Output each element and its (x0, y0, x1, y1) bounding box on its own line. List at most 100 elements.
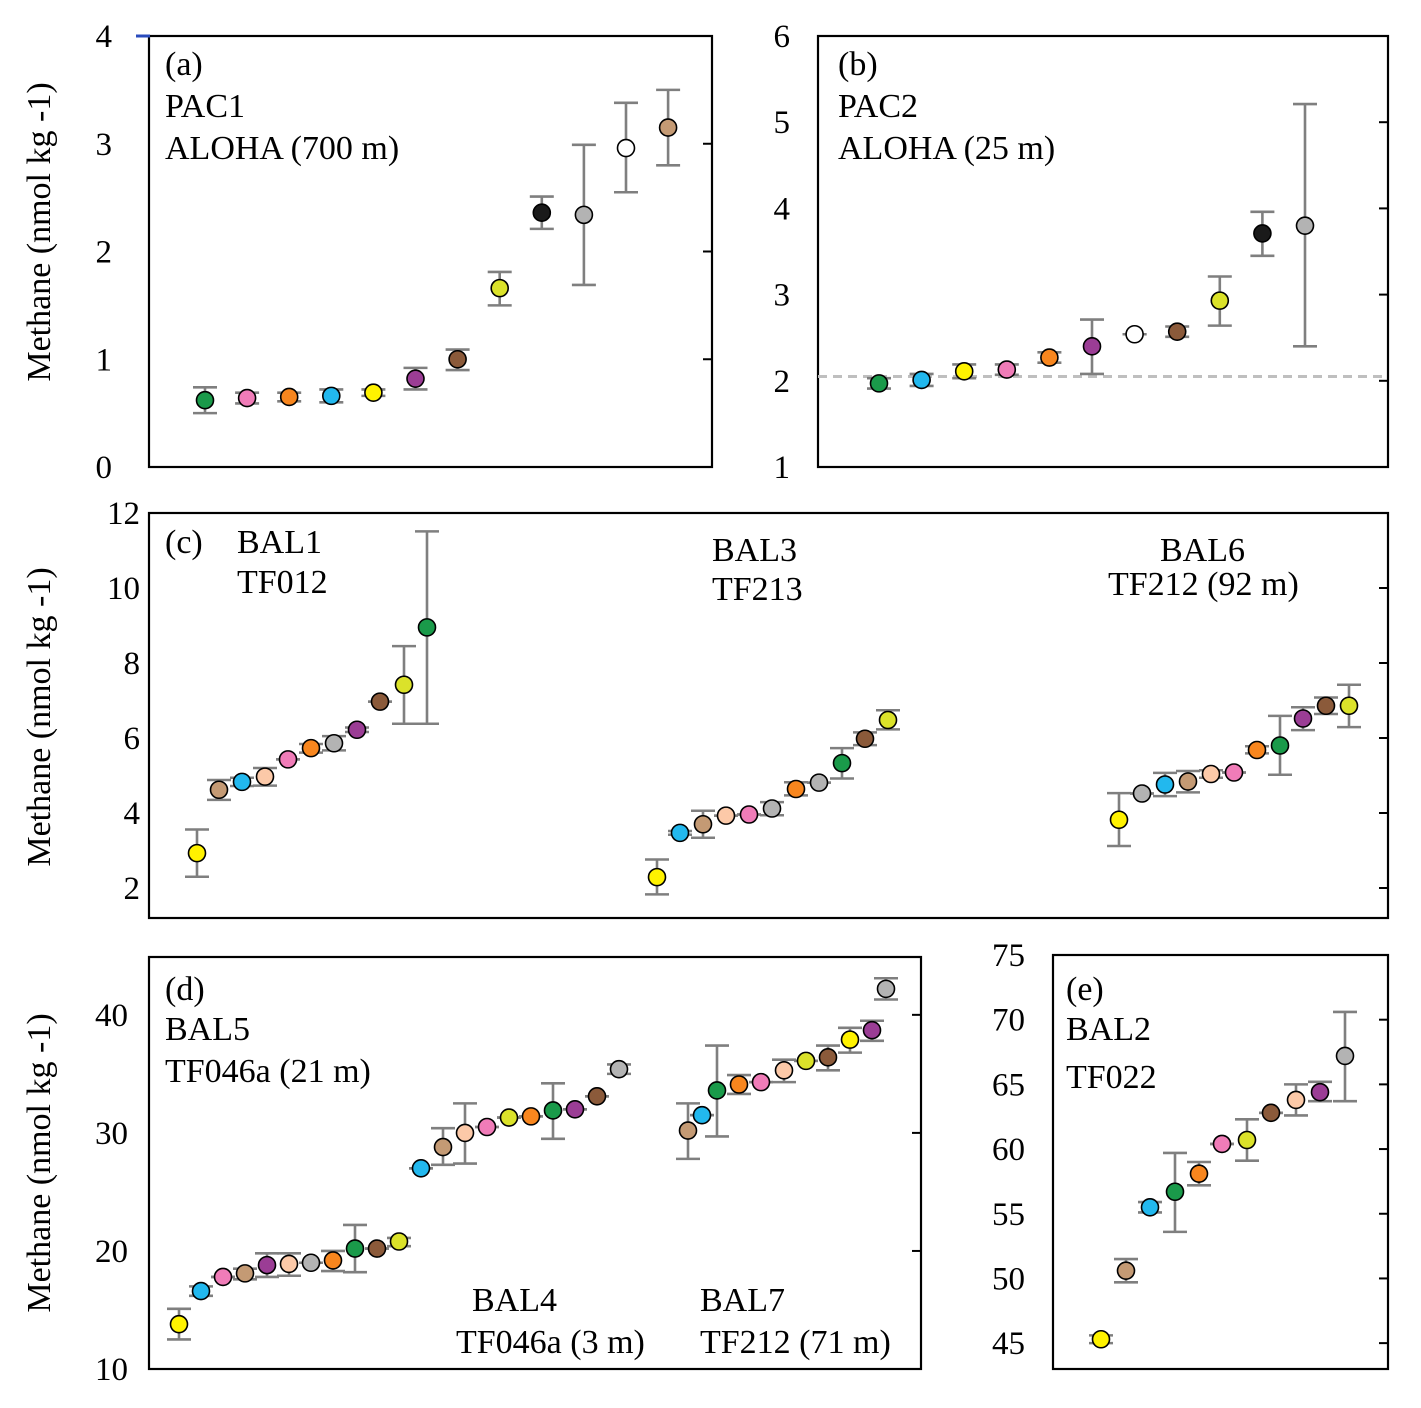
panel-d-data-point (587, 1087, 607, 1106)
panel-c-point-group (830, 746, 854, 780)
panel-d-point-group (690, 1105, 714, 1125)
panel-c-data-point (1293, 709, 1313, 728)
panel-b-ytick-label: 4 (774, 191, 791, 227)
panel-d-point-group (607, 1059, 631, 1079)
panel-e-ytick-label: 50 (992, 1261, 1025, 1297)
panel-c-ytick-label: 8 (124, 646, 141, 682)
panel-c-data-point (809, 773, 829, 792)
panel-d-ytick-label: 30 (95, 1116, 128, 1152)
panel-b-data-point (1167, 322, 1187, 341)
panel-c-point-group (876, 708, 900, 731)
panel-c-bal6: BAL6 (1160, 532, 1245, 569)
panel-b: (b) PAC2 ALOHA (25 m) 1 2 3 4 5 6 (774, 19, 1390, 486)
panel-d-data-point (345, 1239, 365, 1258)
panel-d-data-point (169, 1314, 189, 1334)
panel-c-ytick-label: 2 (124, 871, 141, 907)
panel-e-point-group (1308, 1080, 1332, 1103)
panel-c-point-group (1291, 705, 1315, 732)
panel-c-point-group (807, 773, 831, 792)
panel-c-data-point (278, 750, 298, 769)
panel-d-data-point (565, 1099, 585, 1119)
panel-d-point-group (519, 1107, 543, 1126)
panel-d-point-group (749, 1072, 773, 1092)
panel-d-data-point (751, 1072, 771, 1092)
panel-c-data-point (832, 753, 852, 773)
panel-c-point-group (1199, 764, 1223, 784)
panel-a-point-group (656, 88, 681, 167)
panel-e-data-point (1310, 1082, 1330, 1102)
panel-d-point-group (233, 1264, 257, 1283)
panel-d-point-group (727, 1073, 751, 1096)
panel-d-tf046a-21: TF046a (21 m) (165, 1053, 371, 1090)
panel-c-ylabel: Methane (nmol kg -1) (21, 567, 58, 866)
panel-c-point-group (253, 766, 277, 787)
panel-d-data-point (477, 1117, 497, 1137)
panel-b-data-point (869, 374, 889, 393)
panel-b-point-group (1122, 324, 1147, 344)
panel-e-ytick-label: 60 (992, 1132, 1025, 1168)
panel-c-data-point (1224, 763, 1244, 782)
panel-d-data-point (678, 1121, 698, 1140)
panel-a-data-point (658, 118, 678, 137)
panel-e-point-group (1284, 1083, 1308, 1117)
panel-e-point-group (1210, 1134, 1234, 1154)
panel-a-data-point (195, 390, 215, 410)
panel-a-ytick-label: 0 (96, 450, 113, 486)
panel-c-point-group (1130, 784, 1154, 803)
panel-c-data-point (647, 867, 667, 887)
panel-d-point-group (860, 1019, 884, 1043)
panel-d-ytick-label: 20 (95, 1234, 128, 1270)
panel-c-data-point (1316, 696, 1336, 716)
panel-e: (e) BAL2 TF022 45 50 55 60 65 70 75 (992, 938, 1390, 1371)
panel-e-data-point (1165, 1182, 1185, 1202)
panel-d-data-point (301, 1253, 321, 1273)
panel-c-data-point (209, 780, 229, 800)
panel-b-ytick-label: 2 (774, 364, 791, 400)
panel-c: Methane (nmol kg -1) (c) BAL1 TF012 BAL3… (21, 496, 1390, 920)
panel-e-ytick-label: 55 (992, 1197, 1025, 1233)
panel-e-data-point (1335, 1046, 1355, 1066)
panel-a-data-point (574, 205, 594, 225)
panel-d-point-group (585, 1087, 609, 1106)
panel-d-data-point (389, 1232, 409, 1251)
panel-a-ytick-label: 3 (96, 127, 113, 163)
panel-d-point-group (365, 1239, 389, 1258)
panel-b-point-group (1250, 210, 1275, 258)
panel-c-bal3: BAL3 (712, 532, 797, 569)
panel-b-point-group (1037, 348, 1062, 367)
panel-a-data-point (406, 369, 425, 388)
panel-d-data-point (433, 1137, 453, 1157)
panel-c-point-group (760, 799, 784, 818)
panel-d-point-group (321, 1249, 345, 1273)
panel-a-data-point (616, 138, 636, 158)
panel-c-data-point (786, 779, 806, 799)
panel-b-point-group (1207, 275, 1232, 327)
panel-c-point-group (853, 729, 877, 749)
panel-d-data-point (213, 1267, 233, 1287)
panel-c-data-point (417, 618, 437, 637)
panel-c-data-point (739, 805, 759, 824)
panel-c-data-point (1339, 696, 1359, 716)
panel-a: Methane (nmol kg -1) (a) PAC1 ALOHA (700… (21, 19, 714, 486)
panel-e-data-point (1261, 1103, 1281, 1123)
panel-c-point-group (392, 644, 416, 726)
panel-c-ytick-label: 12 (107, 496, 140, 532)
panel-d-point-group (277, 1252, 301, 1278)
panel-d-point-group (211, 1267, 235, 1287)
panel-d-data-point (191, 1281, 211, 1301)
panel-a-data-point (532, 203, 552, 223)
panel-c-point-group (737, 805, 761, 824)
panel-c-point-group (668, 823, 692, 843)
panel-e-data-point (1286, 1090, 1306, 1110)
panel-d-ytick-label: 40 (95, 998, 128, 1034)
panel-a-point-group (319, 386, 344, 406)
panel-c-data-point (394, 675, 414, 695)
panel-d-point-group (409, 1159, 433, 1178)
panel-a-site: ALOHA (700 m) (165, 130, 399, 167)
panel-d-point-group (255, 1252, 279, 1279)
panel-b-data-point (954, 362, 974, 381)
panel-b-station: PAC2 (838, 88, 918, 125)
panel-c-point-group (1245, 740, 1269, 760)
panel-b-point-group (994, 360, 1019, 379)
panel-d-bal4: BAL4 (472, 1282, 557, 1319)
